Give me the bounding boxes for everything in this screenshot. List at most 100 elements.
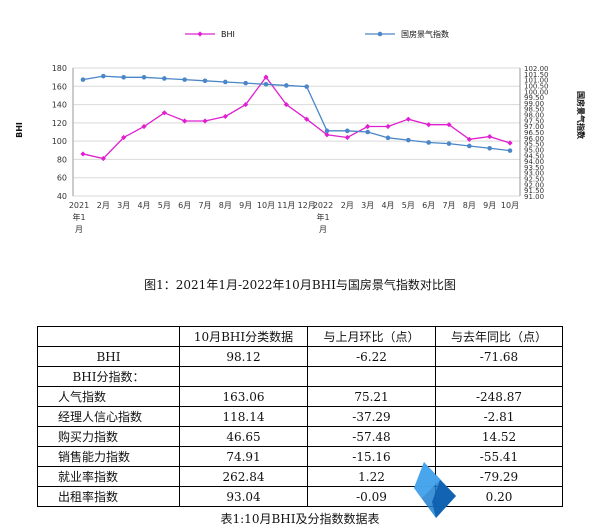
- data-point: [161, 110, 167, 116]
- data-point: [243, 101, 249, 108]
- y2-tick-label: 92.00: [524, 181, 544, 189]
- row-label: BHI: [37, 346, 180, 367]
- data-point: [284, 83, 289, 88]
- data-point: [182, 118, 188, 124]
- x-tick-label: 月: [75, 225, 83, 234]
- legend-label: BHI: [221, 30, 235, 39]
- data-point: [405, 116, 411, 122]
- data-point: [80, 77, 86, 82]
- line-chart: 40 60 80 100 120 140 160 180 91.0091.5092.0092.5…: [15, 29, 586, 234]
- data-point: [263, 74, 269, 80]
- data-point: [446, 122, 452, 128]
- row-label: 销售能力指数: [37, 446, 180, 467]
- table-cell: -248.87: [435, 386, 563, 407]
- x-tick-label: 2021: [69, 201, 89, 210]
- data-point: [324, 132, 330, 138]
- y-tick-label: 80: [57, 155, 67, 164]
- table-cell: 163.06: [179, 386, 308, 407]
- y2-tick-label: 98.50: [524, 106, 544, 114]
- x-tick-label: 4月: [381, 201, 394, 210]
- data-point: [304, 116, 310, 122]
- y-tick-label: 40: [57, 192, 67, 201]
- y-tick-label: 100: [52, 137, 67, 146]
- data-point: [243, 80, 248, 86]
- y2-tick-label: 92.50: [524, 176, 544, 184]
- table-cell: 14.52: [435, 426, 563, 447]
- y2-tick-label: 94.50: [524, 152, 544, 160]
- data-point: [121, 134, 127, 141]
- data-point: [100, 155, 106, 162]
- table-header-cell: 与去年同比（点）: [435, 326, 563, 347]
- x-tick-label: 5月: [158, 201, 171, 210]
- y2-tick-label: 97.50: [524, 117, 544, 125]
- table-cell: [435, 366, 563, 387]
- data-point: [283, 101, 289, 108]
- legend-marker: [197, 31, 203, 37]
- x-tick-label: 12月: [298, 201, 316, 210]
- y2-tick-label: 91.00: [524, 193, 544, 201]
- y2-tick-label: 101.50: [524, 71, 549, 79]
- y2-tick-label: 94.00: [524, 158, 544, 166]
- legend-marker: [377, 31, 383, 37]
- x-tick-label: 7月: [198, 201, 211, 210]
- x-tick-label: 4月: [137, 201, 150, 210]
- table-cell: -2.81: [435, 406, 563, 427]
- y-tick-label: 60: [57, 174, 67, 183]
- table-cell: 0.20: [435, 486, 563, 507]
- data-point: [507, 148, 513, 153]
- data-point: [507, 140, 513, 146]
- x-tick-label: 月: [319, 225, 327, 234]
- data-point: [466, 136, 472, 142]
- table-cell: -6.22: [307, 346, 436, 367]
- y2-axis-label: 国房景气指数: [576, 91, 586, 140]
- x-tick-label: 年1: [316, 212, 329, 222]
- data-point: [182, 77, 187, 82]
- x-tick-label: 年1: [72, 212, 85, 222]
- x-tick-label: 9月: [239, 201, 252, 210]
- data-point: [223, 79, 228, 85]
- figure-caption: 图1：2021年1月-2022年10月BHI与国房景气指数对比图: [144, 278, 456, 292]
- y-tick-label: 160: [52, 82, 67, 91]
- table-cell: [307, 366, 436, 387]
- data-point: [344, 134, 350, 141]
- table-cell: -71.68: [435, 346, 563, 367]
- table-cell: 98.12: [179, 346, 308, 367]
- table-row: BHI 98.12 -6.22 -71.68: [37, 346, 563, 367]
- data-point: [80, 151, 86, 157]
- y2-tick-label: 99.50: [524, 94, 544, 102]
- table-cell: 46.65: [179, 426, 308, 447]
- x-tick-label: 11月: [277, 201, 295, 210]
- data-point: [345, 128, 350, 134]
- data-point: [446, 141, 452, 146]
- x-tick-label: 10月: [257, 201, 275, 210]
- table-cell: 93.04: [179, 486, 308, 507]
- x-tick-label: 2月: [341, 201, 354, 210]
- data-point: [365, 129, 370, 135]
- data-point: [141, 123, 147, 130]
- data-point: [426, 122, 432, 128]
- table-cell: -37.29: [307, 406, 436, 427]
- data-point: [426, 140, 431, 145]
- y2-tick-label: 101.00: [524, 77, 549, 85]
- table-cell: 75.21: [307, 386, 436, 407]
- section-label: BHI分指数：: [37, 366, 180, 387]
- table-cell: 74.91: [179, 446, 308, 467]
- blue-diamond-logo-icon: [414, 462, 456, 518]
- data-point: [324, 128, 330, 134]
- table-header-cell: [37, 326, 180, 347]
- table-row: 经理人信心指数 118.14 -37.29 -2.81: [37, 406, 563, 427]
- y-axis-label: BHI: [15, 122, 24, 138]
- table-row: 人气指数 163.06 75.21 -248.87: [37, 386, 563, 407]
- table-row: 销售能力指数 74.91 -15.16 -55.41: [37, 446, 563, 467]
- table-cell: [179, 366, 308, 387]
- data-point: [101, 73, 106, 79]
- x-tick-label: 7月: [442, 201, 455, 210]
- x-tick-label: 3月: [361, 201, 374, 210]
- x-tick-label: 8月: [463, 201, 476, 210]
- table-row: 购买力指数 46.65 -57.48 14.52: [37, 426, 563, 447]
- data-point: [385, 123, 391, 130]
- data-point: [162, 76, 167, 81]
- table-cell: 262.84: [179, 466, 308, 487]
- x-tick-label: 5月: [402, 201, 415, 210]
- table-header-cell: 与上月环比（点）: [307, 326, 436, 347]
